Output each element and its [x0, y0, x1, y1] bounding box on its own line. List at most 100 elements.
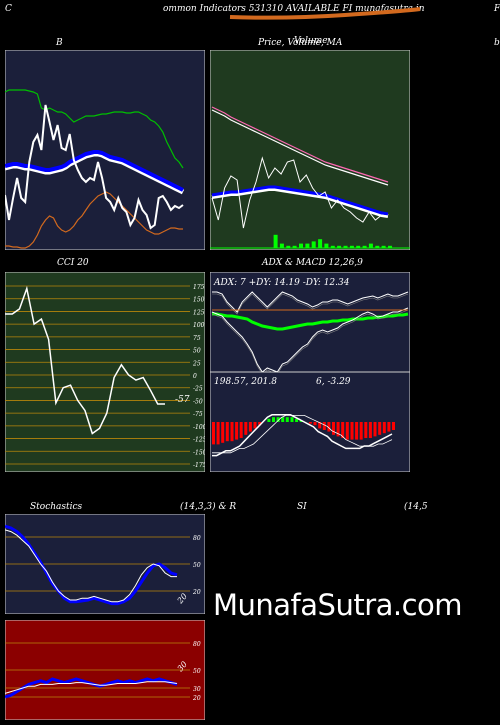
macd-label-right: 6, -3.29: [316, 377, 351, 387]
stoch-title-mid: (14,3,3) & R: [180, 502, 237, 512]
macd-histogram-bar: [267, 418, 271, 422]
cci-tick-label: 50: [193, 348, 201, 355]
macd-label-left: 198.57, 201.8: [214, 377, 277, 387]
cci-tick-label: 150: [193, 297, 205, 304]
macd-histogram-bar: [281, 417, 285, 422]
macd-histogram-bar: [373, 422, 377, 437]
price-close-line: [211, 156, 389, 229]
rsi-title-right: (14,5: [404, 502, 428, 512]
stoch-tick-label: 80: [193, 535, 201, 542]
macd-histogram-bar: [230, 422, 234, 442]
header-left-letter: C: [5, 4, 12, 14]
volume-bar: [368, 243, 373, 248]
stoch-k-line: [5, 524, 178, 606]
cci-tick-label: -125: [193, 437, 205, 444]
bollinger-right-letter: b: [494, 38, 500, 48]
price-ma_blue-line: [211, 185, 389, 216]
volume-bar: [362, 245, 367, 248]
volume-bar: [311, 241, 316, 248]
cci-plot-area: [5, 272, 205, 472]
cci-tick-label: 100: [193, 322, 205, 329]
adx-minus_dy-shadow: [211, 309, 409, 372]
rsi-tick-label: 20: [192, 695, 201, 702]
price-plot-area: [210, 50, 410, 250]
volume-bar: [356, 245, 361, 248]
price-overlay-title: Volume: [294, 36, 328, 46]
volume-bar: [375, 245, 380, 248]
macd-histogram-bar: [272, 417, 275, 422]
volume-bar: [388, 245, 392, 248]
cci-value-label: -57: [175, 395, 190, 405]
volume-bar: [318, 239, 323, 248]
bollinger-lower-line: [5, 191, 183, 249]
adx-title: ADX & MACD 12,26,9: [262, 258, 363, 268]
macd-signal-line: [212, 415, 393, 454]
volume-bar: [286, 245, 291, 248]
price-chart: [210, 50, 410, 250]
macd-histogram-bar: [258, 422, 262, 426]
cci-tick-label: -100: [193, 424, 205, 431]
macd-histogram-bar: [212, 422, 215, 445]
bollinger-plot-area: [5, 50, 205, 250]
header-title: ommon Indicators 531310 AVAILABLE FI mun…: [163, 4, 425, 14]
adx-values-label: ADX: 7 +DY: 14.19 -DY: 12.34: [213, 278, 350, 288]
price-ma_pink-line: [211, 106, 389, 183]
volume-bar: [324, 243, 329, 248]
cci-tick-label: -50: [193, 398, 203, 405]
macd-histogram-bar: [341, 422, 345, 438]
adx-plus_dy-line: [212, 291, 409, 313]
stoch-tick-label: 20: [192, 589, 201, 596]
volume-bar: [343, 245, 348, 248]
stoch-title-left: Stochastics: [30, 502, 83, 512]
bollinger-title: B: [56, 38, 63, 48]
macd-histogram-bar: [322, 422, 326, 430]
macd-histogram-bar: [327, 422, 331, 432]
header-swoosh: [229, 7, 421, 20]
volume-bar: [305, 243, 310, 248]
rsi-tick-label: 50: [193, 668, 201, 675]
macd-histogram-bar: [382, 422, 386, 434]
macd-histogram-bar: [235, 422, 239, 440]
macd-histogram-bar: [387, 422, 391, 432]
price-ma_white-line: [211, 109, 389, 186]
macd-histogram-bar: [285, 417, 289, 422]
bollinger-upper-line: [5, 89, 184, 169]
rsi-rsi_ma-line: [5, 681, 178, 694]
cci-chart: 175 150 125 100 75 50 25 0 -25 -50 -75 -100 -125 -150…: [5, 272, 205, 472]
macd-histogram-bar: [355, 422, 359, 440]
volume-bar: [292, 245, 297, 248]
macd-histogram-bar: [221, 422, 225, 443]
macd-histogram-bar: [345, 422, 349, 440]
cci-line: [5, 285, 165, 435]
macd-histogram-bar: [364, 422, 368, 438]
macd-histogram-bar: [332, 422, 335, 435]
price-title: Price, Volume, MA: [258, 38, 343, 48]
macd-histogram-bar: [392, 422, 395, 430]
cci-tick-label: -25: [193, 386, 203, 393]
macd-histogram-bar: [336, 422, 340, 437]
macd-line: [212, 414, 393, 457]
macd-histogram-bar: [216, 422, 220, 445]
cci-tick-label: -75: [193, 411, 203, 418]
adx-plus_dy-shadow: [212, 293, 409, 315]
volume-bar: [299, 243, 303, 248]
macd-histogram-bar: [378, 422, 382, 435]
macd-histogram-bar: [368, 422, 372, 438]
macd-histogram-bar: [225, 422, 229, 442]
cci-tick-label: 0: [193, 373, 197, 380]
bollinger-middle-line: [5, 150, 184, 192]
macd-histogram-bar: [295, 418, 299, 422]
volume-bar: [279, 243, 284, 248]
macd-histogram-bar: [313, 422, 317, 426]
watermark: MunafaSutra.com: [213, 588, 463, 622]
macd-histogram-bar: [239, 422, 243, 438]
bollinger-price-line: [5, 104, 184, 230]
cci-tick-label: -175: [193, 462, 205, 469]
macd-histogram-bar: [248, 422, 252, 432]
adx-chart: ADX: 7 +DY: 14.19 -DY: 12.34: [210, 272, 410, 372]
adx-plot-area: [210, 272, 410, 372]
macd-histogram-bar: [318, 422, 322, 429]
cci-tick-label: 25: [192, 360, 201, 367]
